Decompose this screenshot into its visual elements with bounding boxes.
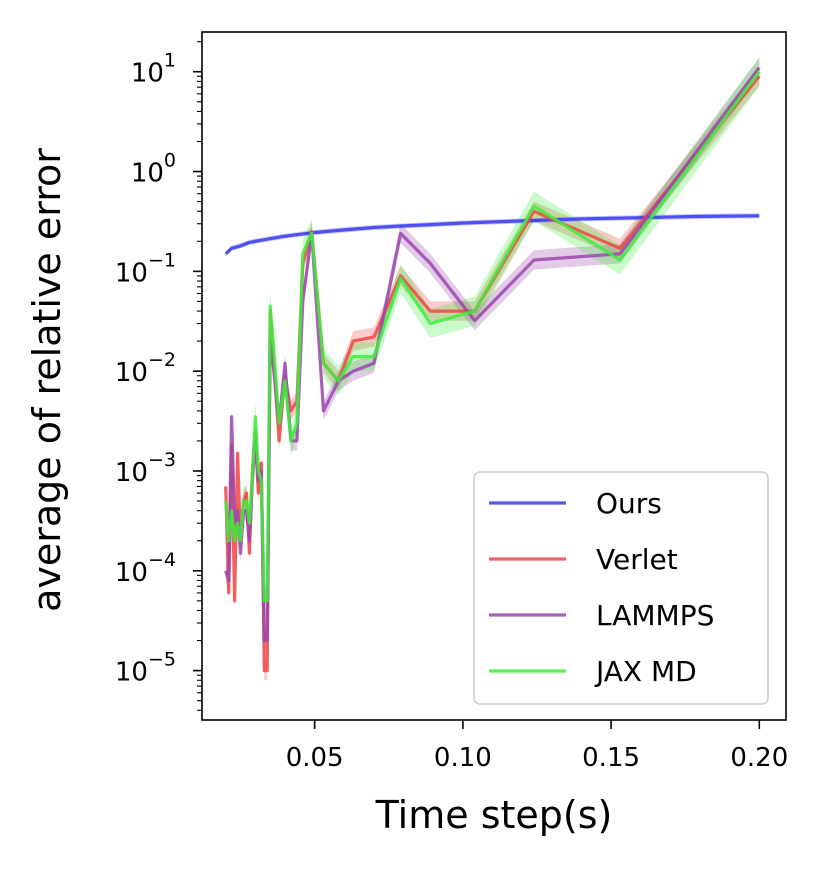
x-tick-label: 0.05 [286, 743, 344, 773]
y-tick-exponent: 0 [164, 150, 176, 172]
y-tick-base: 10 [115, 258, 148, 288]
y-tick-base: 10 [115, 358, 148, 388]
legend-box [473, 471, 769, 705]
y-tick-label: 10−2 [115, 349, 176, 388]
legend-label-ours: Ours [596, 487, 662, 520]
y-tick-base: 10 [131, 159, 164, 189]
y-tick-label: 101 [131, 50, 176, 89]
y-tick-label: 10−4 [115, 549, 176, 588]
y-tick-exponent: −5 [148, 649, 176, 671]
legend-label-verlet: Verlet [596, 543, 678, 576]
y-tick-label: 100 [131, 150, 176, 189]
y-tick-base: 10 [115, 458, 148, 488]
legend: Ours Verlet LAMMPS JAX MD [473, 471, 769, 705]
legend-label-lammps: LAMMPS [596, 599, 714, 632]
y-tick-label: 10−3 [115, 449, 176, 488]
x-tick-label: 0.15 [582, 743, 640, 773]
x-tick-label: 0.10 [434, 743, 492, 773]
x-tick-label: 0.20 [730, 743, 788, 773]
y-tick-exponent: 1 [164, 50, 176, 72]
x-axis: 0.05 0.10 0.15 0.20 [286, 720, 788, 773]
y-tick-base: 10 [115, 558, 148, 588]
x-axis-label: Time step(s) [375, 793, 613, 837]
legend-label-jax-md: JAX MD [594, 655, 697, 688]
series-lines [224, 66, 761, 673]
y-tick-label: 10−5 [115, 649, 176, 688]
y-axis-label: average of relative error [25, 148, 69, 612]
y-tick-exponent: −2 [148, 349, 176, 371]
y-tick-label: 10−1 [115, 249, 176, 288]
y-tick-exponent: −1 [148, 249, 176, 271]
ours-line [224, 214, 760, 255]
y-tick-base: 10 [115, 658, 148, 688]
jax-md-line [224, 70, 761, 603]
y-tick-exponent: −3 [148, 449, 176, 471]
y-tick-exponent: −4 [148, 549, 176, 571]
y-tick-base: 10 [131, 59, 164, 89]
